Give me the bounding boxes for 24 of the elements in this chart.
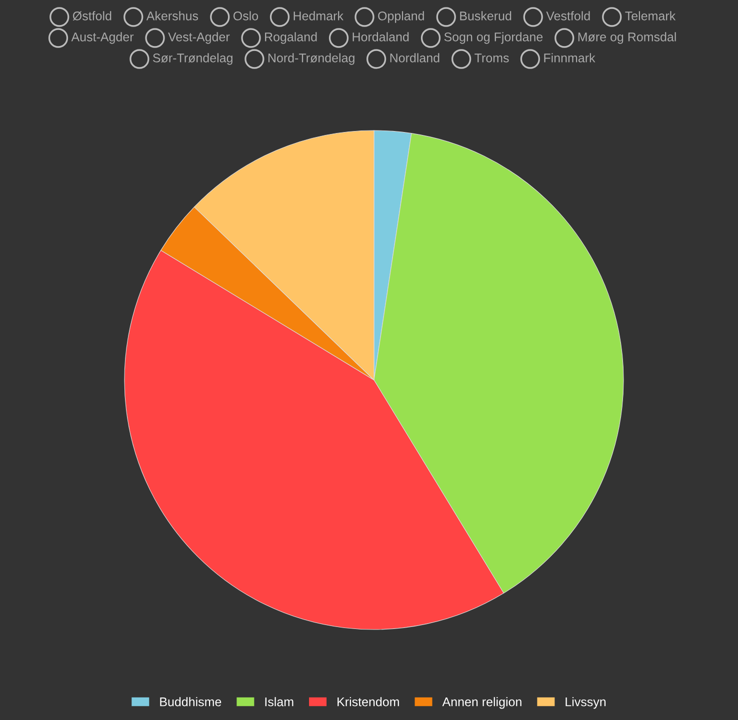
legend-label: Livssyn <box>566 697 606 709</box>
text: Hedmark <box>294 11 344 20</box>
text: Troms <box>474 54 509 62</box>
text: Aust-Agder <box>71 32 134 44</box>
text: Nord-Trøndelag <box>268 53 354 65</box>
text: Nordland <box>390 53 440 62</box>
text: Vestfold <box>546 11 590 20</box>
text: Akershus <box>146 11 198 20</box>
text: Finnmark <box>544 53 596 62</box>
text: Sogn og Fjordane <box>444 32 543 44</box>
text: Buskerud <box>460 11 512 20</box>
text: Oslo <box>233 11 258 20</box>
text: Møre og Romsdal <box>578 32 676 44</box>
legend-label: Islam <box>265 697 294 706</box>
text: Østfold <box>72 11 112 21</box>
legend-label: Buddhisme <box>160 697 222 706</box>
text: Telemark <box>625 11 676 20</box>
legend-label: Annen religion <box>442 697 522 709</box>
text: Vest-Agder <box>168 32 230 44</box>
text: Rogaland <box>265 32 317 44</box>
text: Sør-Trøndelag <box>153 53 232 65</box>
legend-label: Kristendom <box>338 697 399 706</box>
text: Hordaland <box>352 32 409 42</box>
text: Oppland <box>378 11 424 23</box>
